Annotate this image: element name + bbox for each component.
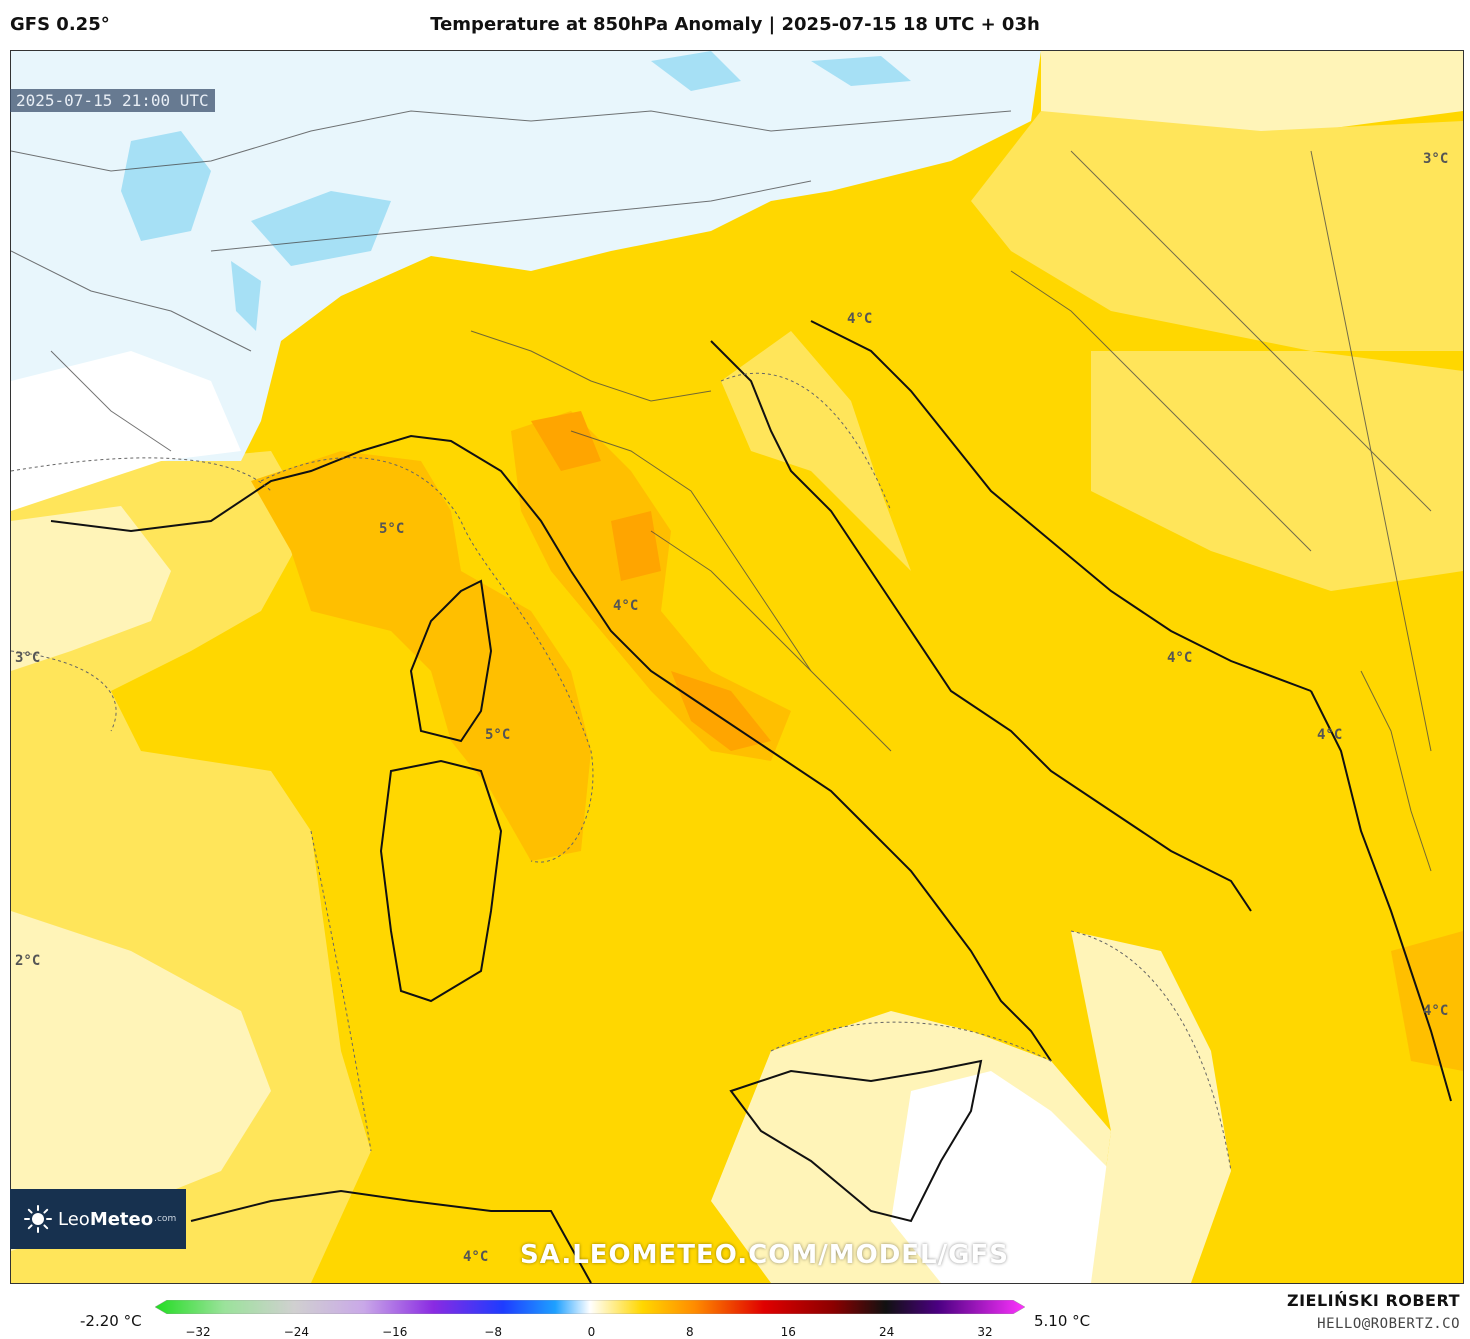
- field-cold-blue-5: [811, 56, 911, 86]
- contour-label-4c-istria: 4°C: [847, 311, 873, 327]
- coast-italy-west: [570, 570, 1052, 1062]
- field-cold-blue-1: [121, 131, 211, 241]
- colorbar-tick: 32: [977, 1325, 993, 1339]
- coast-croatia: [810, 320, 1312, 692]
- model-name: GFS 0.25°: [10, 14, 110, 35]
- colorbar-tick: 0: [587, 1325, 596, 1339]
- field-amber-central-italy: [511, 411, 791, 761]
- colorbar-tick: −24: [283, 1325, 310, 1339]
- colorbar-tick: −8: [484, 1325, 502, 1339]
- colorbar-tick: 24: [878, 1325, 895, 1339]
- field-neutral-nw: [11, 351, 241, 511]
- legend-max-value: 5.10 °C: [1034, 1312, 1091, 1330]
- field-light-yellow-ne: [971, 111, 1463, 351]
- colorbar-tick: −16: [382, 1325, 408, 1339]
- contour-label-4c-greece: 4°C: [1423, 1003, 1449, 1019]
- field-cold-north: [11, 51, 1041, 481]
- coast-sicily: [729, 1059, 983, 1223]
- field-cold-blue-2: [251, 191, 391, 266]
- coast-italy-east: [710, 340, 1252, 912]
- field-amber-core: [251, 451, 591, 861]
- field-orange-spot-3: [671, 671, 771, 751]
- coast-tunisia: [190, 1189, 592, 1283]
- legend-min-value: -2.20 °C: [80, 1312, 142, 1330]
- admin-borders: [11, 110, 1432, 872]
- contour-label-4c-south: 4°C: [463, 1249, 489, 1265]
- field-pale-blob: [131, 1071, 201, 1131]
- contour-label-3c-northeast: 3°C: [1423, 151, 1449, 167]
- contour-label-3c-west: 3°C: [15, 650, 41, 666]
- contour-lines: [11, 372, 1232, 1172]
- field-orange-spot-2: [611, 511, 661, 581]
- contour-label-4c-adriatic: 4°C: [1167, 650, 1193, 666]
- sun-icon: [24, 1205, 52, 1233]
- author-contact[interactable]: HELLO@ROBERTZ.CO: [1317, 1316, 1460, 1332]
- field-pale-west: [11, 506, 171, 671]
- field-pale-se: [1071, 931, 1231, 1283]
- colorbar: [155, 1300, 1025, 1314]
- coast-france-liguria: [50, 434, 572, 572]
- field-neutral-south: [891, 1071, 1131, 1283]
- colorbar-tick: −32: [185, 1325, 211, 1339]
- author-name: ZIELIŃSKI ROBERT: [1286, 1291, 1460, 1310]
- coastlines: [50, 320, 1452, 1283]
- field-light-yellow-adriatic: [721, 331, 911, 571]
- logo-suffix: .com: [154, 1214, 177, 1224]
- valid-time-badge: 2025-07-15 21:00 UTC: [10, 89, 215, 112]
- coast-corsica: [409, 579, 493, 743]
- field-cold-blue-3: [231, 261, 261, 331]
- field-light-yellow-balkans: [1091, 351, 1463, 591]
- anomaly-field: [11, 51, 1463, 1283]
- leometeo-logo[interactable]: LeoMeteo .com: [10, 1189, 186, 1249]
- field-cold-blue-4: [651, 51, 741, 91]
- contour-label-4c-tuscany: 4°C: [613, 598, 639, 614]
- map-title: Temperature at 850hPa Anomaly | 2025-07-…: [430, 14, 1040, 35]
- contour-label-5c-tyrrhenian: 5°C: [485, 727, 511, 743]
- contour-label-2c-west: 2°C: [15, 953, 41, 969]
- contour-label-5c-ligurian: 5°C: [379, 521, 405, 537]
- source-watermark: SA.LEOMETEO.COM/MODEL/GFS: [520, 1240, 1009, 1270]
- coast-sardinia: [379, 759, 503, 1003]
- field-orange-spot-1: [531, 411, 601, 471]
- map-canvas[interactable]: 5°C 4°C 4°C 5°C 3°C 4°C 4°C 3°C 2°C 4°C …: [10, 50, 1464, 1284]
- coast-greece: [1310, 690, 1452, 1102]
- colorbar-tick: 8: [686, 1325, 694, 1339]
- colorbar-tick: 16: [780, 1325, 796, 1339]
- contour-label-4c-albania: 4°C: [1317, 727, 1343, 743]
- logo-wordmark: LeoMeteo: [58, 1208, 154, 1230]
